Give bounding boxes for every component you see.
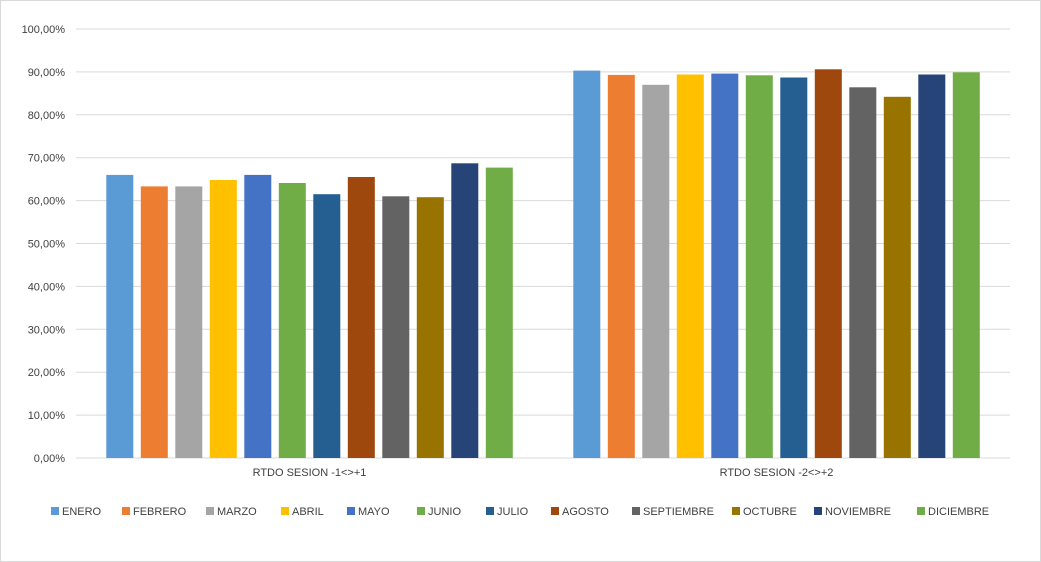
y-tick-label: 10,00% — [28, 410, 66, 422]
bar-agosto-1 — [347, 177, 375, 458]
legend-swatch — [206, 507, 214, 515]
bar-diciembre-2 — [952, 72, 980, 459]
bar-noviembre-1 — [451, 163, 479, 459]
bar-enero-1 — [106, 174, 134, 458]
legend-item-junio: JUNIO — [417, 506, 461, 518]
legend-swatch — [917, 507, 925, 515]
legend-swatch — [417, 507, 425, 515]
legend-swatch — [632, 507, 640, 515]
x-category-label: RTDO SESION -2<>+2 — [720, 467, 834, 479]
legend-item-enero: ENERO — [51, 506, 102, 518]
legend-swatch — [486, 507, 494, 515]
x-category-label: RTDO SESION -1<>+1 — [253, 467, 367, 479]
y-tick-label: 90,00% — [28, 67, 66, 79]
bar-mayo-2 — [711, 73, 739, 458]
legend-item-mayo: MAYO — [347, 506, 390, 518]
bar-septiembre-1 — [382, 196, 410, 459]
y-tick-label: 30,00% — [28, 324, 66, 336]
bar-marzo-1 — [175, 186, 203, 458]
y-tick-label: 50,00% — [28, 239, 66, 251]
bar-diciembre-1 — [485, 167, 513, 458]
legend-item-abril: ABRIL — [281, 506, 324, 518]
legend: ENERO FEBRERO MARZO ABRIL MAYO JUNIO JULIO AGOS… — [51, 506, 989, 518]
bar-junio-2 — [745, 75, 773, 459]
legend-swatch — [51, 507, 59, 515]
bar-marzo-2 — [642, 84, 670, 459]
legend-swatch — [814, 507, 822, 515]
legend-swatch — [551, 507, 559, 515]
bar-agosto-2 — [814, 69, 842, 459]
bar-febrero-1 — [140, 186, 168, 458]
legend-swatch — [732, 507, 740, 515]
legend-item-agosto: AGOSTO — [551, 506, 609, 518]
legend-label: MARZO — [217, 506, 257, 518]
legend-item-febrero: FEBRERO — [122, 506, 187, 518]
legend-swatch — [122, 507, 130, 515]
legend-item-julio: JULIO — [486, 506, 529, 518]
bar-mayo-1 — [244, 174, 272, 458]
legend-label: DICIEMBRE — [928, 506, 989, 518]
y-tick-label: 60,00% — [28, 196, 66, 208]
legend-item-diciembre: DICIEMBRE — [917, 506, 989, 518]
bar-octubre-2 — [883, 96, 911, 459]
bar-febrero-2 — [607, 74, 635, 459]
y-tick-label: 70,00% — [28, 153, 66, 165]
y-tick-label: 20,00% — [28, 367, 66, 379]
legend-label: ABRIL — [292, 506, 324, 518]
y-axis-tick-labels: 0,00% 10,00% 20,00% 30,00% 40,00% 50,00% 60,00… — [22, 24, 66, 465]
legend-label: OCTUBRE — [743, 506, 797, 518]
legend-swatch — [347, 507, 355, 515]
legend-label: ENERO — [62, 506, 102, 518]
legend-label: NOVIEMBRE — [825, 506, 891, 518]
y-tick-label: 100,00% — [22, 24, 66, 36]
legend-label: JUNIO — [428, 506, 461, 518]
legend-swatch — [281, 507, 289, 515]
legend-label: AGOSTO — [562, 506, 609, 518]
legend-label: JULIO — [497, 506, 529, 518]
bar-enero-2 — [573, 70, 601, 458]
bar-julio-2 — [780, 77, 808, 458]
legend-label: FEBRERO — [133, 506, 187, 518]
y-tick-label: 80,00% — [28, 110, 66, 122]
bar-noviembre-2 — [918, 74, 946, 458]
bar-octubre-1 — [416, 197, 444, 458]
bar-julio-1 — [313, 194, 341, 458]
legend-item-septiembre: SEPTIEMBRE — [632, 506, 714, 518]
bar-junio-1 — [278, 183, 306, 458]
legend-item-octubre: OCTUBRE — [732, 506, 797, 518]
bars — [106, 69, 980, 459]
y-tick-label: 40,00% — [28, 281, 66, 293]
bar-abril-2 — [676, 74, 704, 458]
x-axis-category-labels: RTDO SESION -1<>+1 RTDO SESION -2<>+2 — [253, 467, 834, 479]
legend-label: MAYO — [358, 506, 390, 518]
bar-abril-1 — [209, 180, 237, 458]
y-tick-label: 0,00% — [34, 453, 65, 465]
legend-label: SEPTIEMBRE — [643, 506, 714, 518]
legend-item-marzo: MARZO — [206, 506, 257, 518]
bar-septiembre-2 — [849, 87, 877, 459]
legend-item-noviembre: NOVIEMBRE — [814, 506, 891, 518]
